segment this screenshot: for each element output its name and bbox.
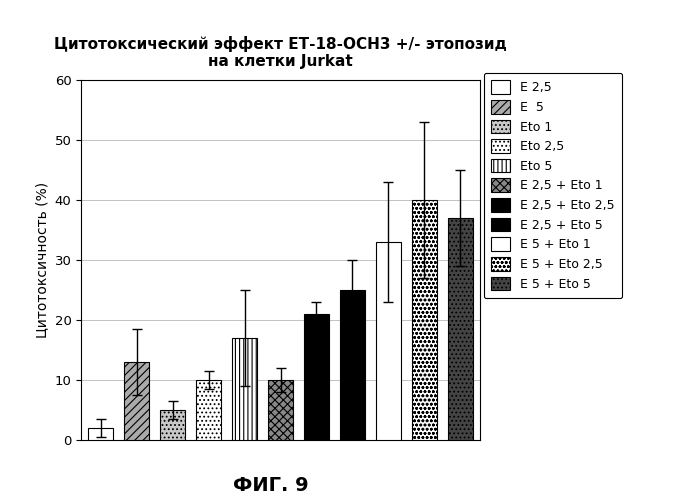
- Bar: [340, 290, 365, 440]
- Bar: [412, 200, 437, 440]
- Bar: [89, 428, 114, 440]
- Bar: [268, 380, 293, 440]
- Bar: [448, 218, 473, 440]
- Title: Цитотоксический эффект ЕТ-18-ОСН3 +/- этопозид
на клетки Jurkat: Цитотоксический эффект ЕТ-18-ОСН3 +/- эт…: [54, 36, 507, 69]
- Bar: [160, 410, 185, 440]
- Bar: [376, 242, 401, 440]
- Bar: [304, 314, 329, 440]
- Bar: [232, 338, 257, 440]
- Bar: [124, 362, 149, 440]
- Y-axis label: Цитотоксичность (%): Цитотоксичность (%): [35, 182, 49, 338]
- Legend: E 2,5, E  5, Eto 1, Eto 2,5, Eto 5, E 2,5 + Eto 1, E 2,5 + Eto 2,5, E 2,5 + Eto : E 2,5, E 5, Eto 1, Eto 2,5, Eto 5, E 2,5…: [484, 73, 623, 298]
- Text: ФИГ. 9: ФИГ. 9: [233, 476, 308, 495]
- Bar: [196, 380, 221, 440]
